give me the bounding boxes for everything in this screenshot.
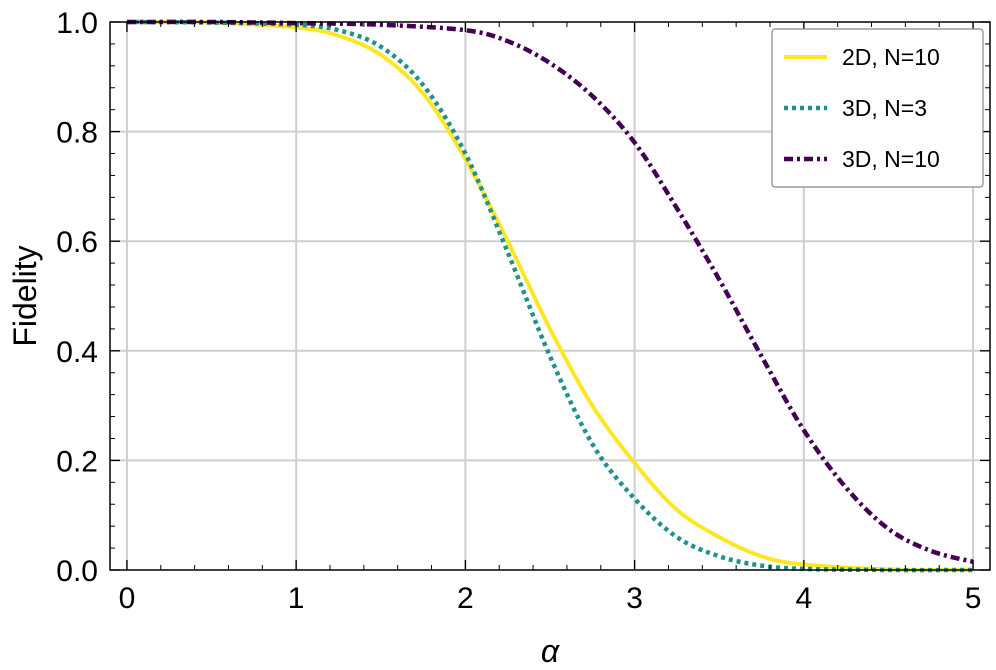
legend-entry-0: 2D, N=10 (784, 44, 940, 70)
x-tick-label: 2 (457, 582, 474, 615)
series-layer (126, 19, 974, 573)
x-tick-label: 4 (796, 582, 813, 615)
x-tick-label: 0 (119, 582, 136, 615)
tick-labels: 0 1 2 3 4 5 0.0 0.2 0.4 0.6 0.8 1.0 (56, 7, 981, 615)
series-line-2 (126, 19, 974, 564)
legend: 2D, N=10 3D, N=3 3D, N=10 (771, 28, 984, 188)
legend-label-2d-n10: 2D, N=10 (842, 44, 940, 70)
y-tick-label: 0.2 (56, 445, 98, 478)
y-tick-label: 0.8 (56, 117, 98, 150)
legend-entry-2: 3D, N=10 (784, 146, 940, 172)
legend-entry-1: 3D, N=3 (784, 95, 927, 121)
y-tick-label: 0.4 (56, 336, 98, 369)
legend-label-3d-n10: 3D, N=10 (842, 146, 940, 172)
y-tick-label: 0.0 (56, 555, 98, 588)
plot-frame (109, 21, 991, 571)
y-axis-label: Fidelity (7, 245, 43, 346)
x-axis-label: α (541, 633, 560, 669)
axis-ticks (110, 21, 990, 571)
y-tick-label: 1.0 (56, 7, 98, 40)
y-tick-label: 0.6 (56, 226, 98, 259)
x-tick-label: 5 (965, 582, 982, 615)
legend-label-3d-n3: 3D, N=3 (842, 95, 927, 121)
series-line-1 (126, 19, 974, 573)
x-tick-label: 1 (288, 582, 305, 615)
legend-box (771, 28, 984, 188)
series-line-0 (126, 19, 974, 573)
x-tick-label: 3 (626, 582, 643, 615)
